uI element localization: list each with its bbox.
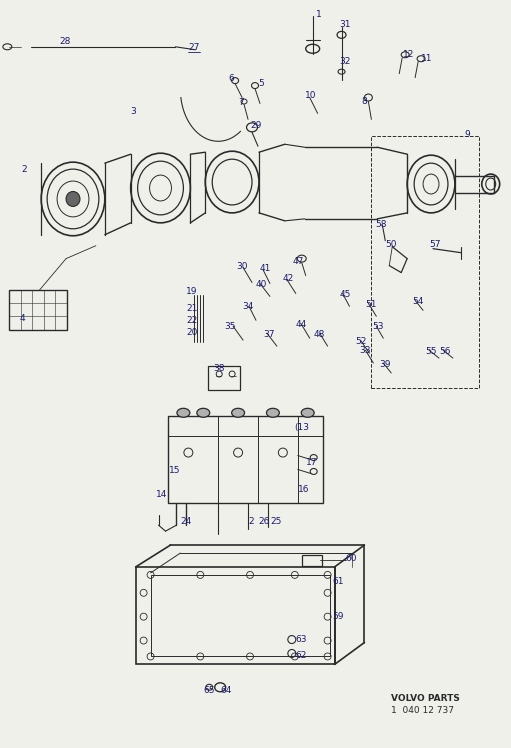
Bar [302,555,321,566]
Text: 57: 57 [429,240,440,249]
Bar [169,416,322,503]
Bar [151,575,330,657]
Bar [135,567,335,664]
Text: 10: 10 [305,91,316,100]
Text: 41: 41 [260,264,271,273]
Text: 32: 32 [339,57,351,67]
Text: 50: 50 [385,240,397,249]
Text: 17: 17 [306,458,317,467]
Text: 16: 16 [298,485,309,494]
Text: 42: 42 [283,274,294,283]
Text: 21: 21 [187,304,198,313]
Text: 44: 44 [296,320,307,329]
Text: 4: 4 [19,314,25,323]
Text: 12: 12 [403,50,414,59]
Text: 28: 28 [59,37,71,46]
Text: 34: 34 [242,302,253,311]
Text: 35: 35 [224,322,236,331]
Ellipse shape [266,408,280,417]
Text: 24: 24 [180,517,192,526]
Text: 53: 53 [373,322,384,331]
Text: 20: 20 [187,328,198,337]
Text: 55: 55 [425,346,436,355]
Text: 58: 58 [376,221,387,230]
Ellipse shape [301,408,314,417]
Text: 65: 65 [203,686,215,695]
Text: 19: 19 [187,287,198,296]
Text: 38: 38 [213,364,225,373]
Text: 30: 30 [236,262,248,271]
Text: 60: 60 [345,554,357,563]
Text: 1: 1 [316,10,321,19]
Text: 25: 25 [270,517,281,526]
Text: 54: 54 [412,297,424,306]
Text: 22: 22 [187,316,198,325]
Bar [371,136,479,388]
Text: 1  040 12 737: 1 040 12 737 [391,705,454,714]
Text: 56: 56 [439,346,451,355]
Text: 37: 37 [263,330,274,339]
Text: 15: 15 [169,466,180,475]
Bar [9,290,67,330]
Text: 40: 40 [256,280,267,289]
Ellipse shape [177,408,190,417]
Ellipse shape [231,408,245,417]
Text: 11: 11 [421,54,433,64]
Text: 63: 63 [296,635,307,644]
Text: 7: 7 [238,98,244,107]
Text: 47: 47 [293,257,304,266]
Text: 51: 51 [365,300,377,309]
Text: 29: 29 [250,121,262,130]
Text: 8: 8 [361,97,367,106]
Bar [208,366,240,390]
Text: 3: 3 [131,107,136,116]
Ellipse shape [197,408,210,417]
Text: (13: (13 [294,423,309,432]
Text: VOLVO PARTS: VOLVO PARTS [391,693,460,702]
Text: 14: 14 [155,490,167,499]
Text: 52: 52 [356,337,367,346]
Text: 6: 6 [228,74,234,83]
Text: 26: 26 [258,517,269,526]
Ellipse shape [66,191,80,206]
Text: 9: 9 [465,130,471,139]
Text: 27: 27 [189,43,200,52]
Text: 2: 2 [248,517,253,526]
Text: 61: 61 [333,577,344,586]
Text: 39: 39 [379,360,391,369]
Text: 62: 62 [296,651,307,660]
Text: 64: 64 [220,686,231,695]
Text: 48: 48 [314,330,325,339]
Text: 5: 5 [258,79,264,88]
Text: 45: 45 [339,290,351,299]
Text: 59: 59 [333,612,344,621]
Text: 2: 2 [21,165,27,174]
Text: 31: 31 [339,20,351,29]
Text: 33: 33 [359,346,371,355]
